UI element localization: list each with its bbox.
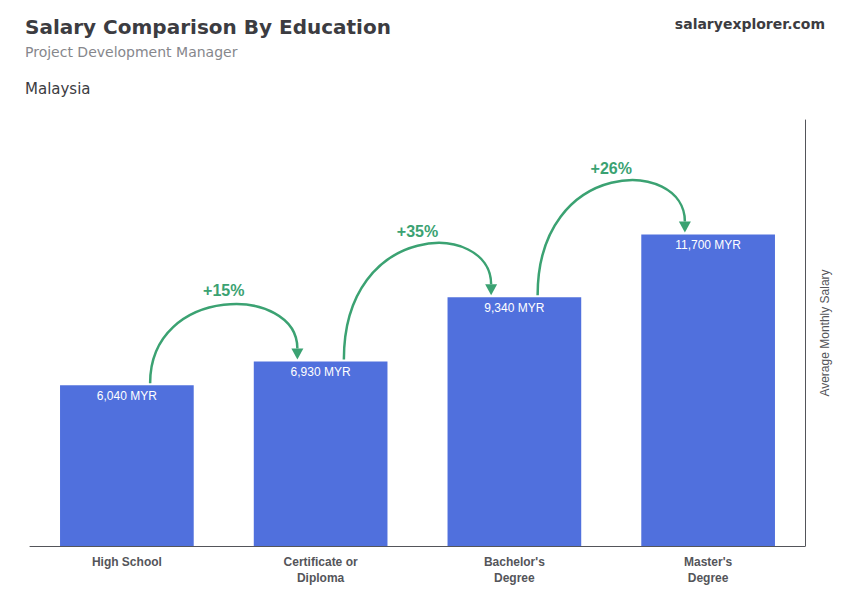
svg-text:11,700 MYR: 11,700 MYR — [675, 238, 741, 252]
svg-text:salaryexplorer.com: salaryexplorer.com — [675, 16, 825, 32]
svg-text:Degree: Degree — [688, 571, 729, 585]
svg-text:+15%: +15% — [203, 282, 244, 299]
svg-text:9,340 MYR: 9,340 MYR — [484, 301, 544, 315]
svg-text:Diploma: Diploma — [297, 571, 345, 585]
svg-text:Average Monthly Salary: Average Monthly Salary — [818, 269, 832, 396]
svg-text:+26%: +26% — [591, 160, 632, 177]
svg-text:Malaysia: Malaysia — [25, 80, 91, 98]
svg-text:Salary Comparison By Education: Salary Comparison By Education — [25, 15, 391, 39]
svg-text:Project Development Manager: Project Development Manager — [25, 44, 238, 60]
svg-text:Certificate or: Certificate or — [284, 555, 358, 569]
svg-text:+35%: +35% — [397, 223, 438, 240]
svg-text:High School: High School — [92, 555, 162, 569]
svg-text:Degree: Degree — [494, 571, 535, 585]
svg-text:6,040 MYR: 6,040 MYR — [97, 389, 157, 403]
svg-text:6,930 MYR: 6,930 MYR — [291, 365, 351, 379]
svg-text:Bachelor's: Bachelor's — [484, 555, 545, 569]
svg-text:Master's: Master's — [684, 555, 733, 569]
